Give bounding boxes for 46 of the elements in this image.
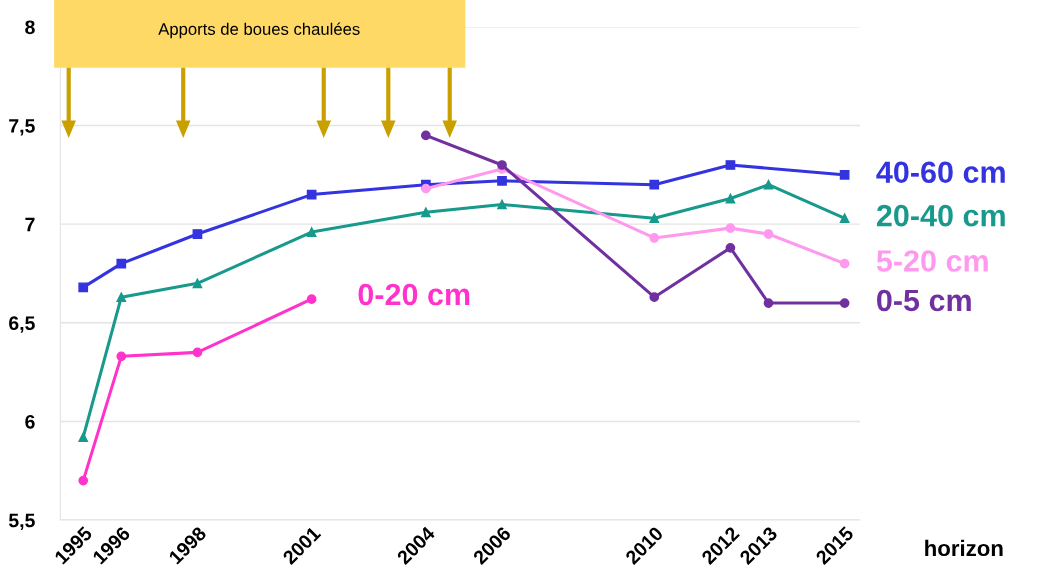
point xyxy=(725,223,736,233)
point xyxy=(725,160,736,170)
point xyxy=(306,189,317,200)
point xyxy=(497,199,507,210)
point xyxy=(306,294,317,304)
point xyxy=(497,160,507,170)
point xyxy=(192,229,203,239)
point xyxy=(649,213,660,224)
point xyxy=(78,282,89,293)
y-tick-label: 8 xyxy=(25,20,35,35)
y-tick-label: 7,5 xyxy=(9,119,35,136)
series-label: 0-20 cm xyxy=(358,283,470,306)
point xyxy=(306,227,317,237)
point xyxy=(420,130,431,141)
series-label: 20-40 cm xyxy=(876,204,1005,227)
y-tick-label: 5,5 xyxy=(8,513,35,531)
annotation: Apports de boues chaulées xyxy=(158,22,360,39)
point xyxy=(116,258,127,269)
series-label: 40-60 cm xyxy=(876,161,1005,184)
series-label: 0-5 cm xyxy=(877,289,971,312)
point xyxy=(420,183,431,194)
point xyxy=(192,347,203,358)
point xyxy=(420,207,431,218)
y-tick-label: 6 xyxy=(25,414,35,429)
x-axis-title: horizon xyxy=(925,539,1003,557)
series-label: 5-20 cm xyxy=(876,250,988,272)
point xyxy=(839,213,850,224)
point xyxy=(763,298,774,308)
point xyxy=(839,169,850,180)
point xyxy=(116,351,127,362)
point xyxy=(725,193,736,204)
y-tick-label: 7 xyxy=(25,217,35,232)
point xyxy=(78,432,89,443)
point xyxy=(725,242,736,253)
point xyxy=(497,175,507,186)
point xyxy=(763,229,774,239)
y-tick-label: 6,5 xyxy=(9,316,35,333)
point xyxy=(839,258,850,269)
point xyxy=(763,179,774,190)
point xyxy=(649,292,660,303)
point xyxy=(78,475,89,486)
point xyxy=(649,179,660,190)
point xyxy=(116,292,127,303)
point xyxy=(649,233,660,243)
point xyxy=(192,278,203,289)
point xyxy=(839,298,850,308)
